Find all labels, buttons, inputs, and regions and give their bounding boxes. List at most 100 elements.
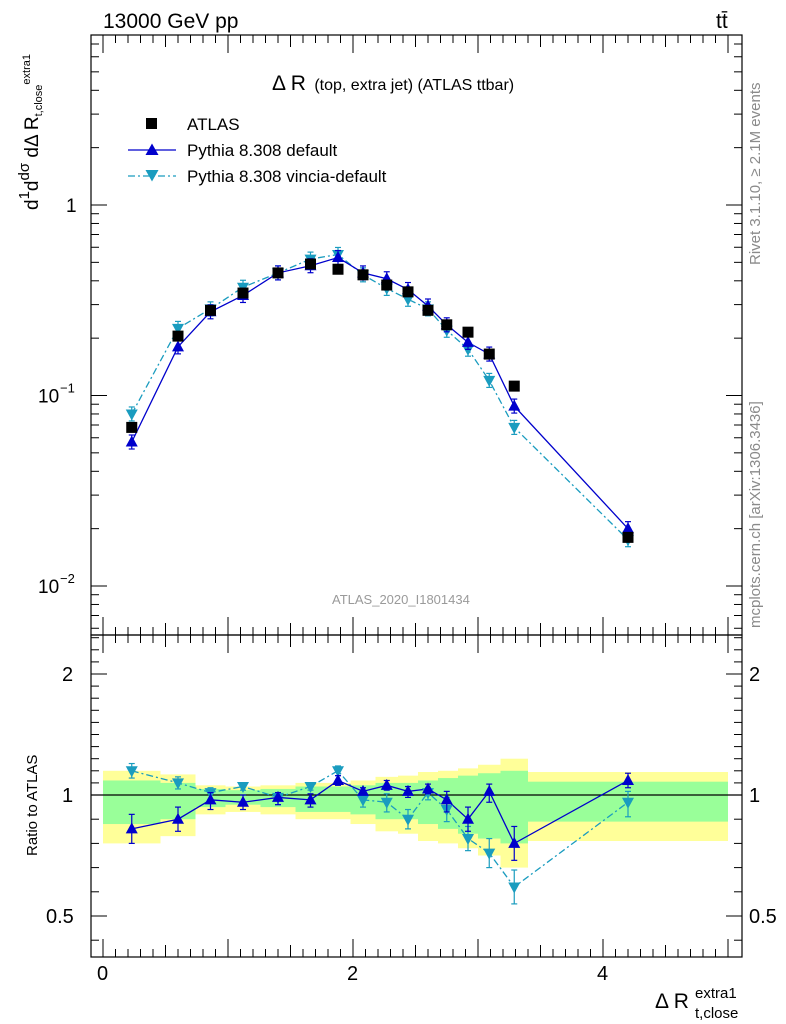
main-default-line: [131, 256, 629, 530]
main-default-point: [332, 251, 344, 263]
ratio-vincia-point: [380, 797, 393, 809]
main-title-sub: (top, extra jet) (ATLAS ttbar): [314, 77, 514, 94]
x-axis-label-main: Δ R: [655, 990, 689, 1013]
ratio-vincia-point: [508, 882, 521, 894]
ratio-xtick-label: 4: [597, 963, 608, 985]
ratio-default-point: [380, 778, 393, 790]
x-axis-label: Δ R: [655, 990, 689, 1013]
x-axis-label-sub: t,close: [695, 1005, 738, 1022]
process-label: tt̄: [716, 10, 728, 33]
ratio-default-point: [357, 784, 369, 796]
main-ylabel-dr: dΔ R: [22, 116, 43, 163]
main-ytick-label: 10: [38, 387, 59, 408]
main-ylabel-d: d: [22, 199, 43, 210]
ratio-band-inner: [478, 773, 501, 839]
main-ylabel: d1ddσ dΔ Rt,closeextra1: [16, 54, 45, 210]
ratio-default-point: [172, 812, 184, 824]
legend-atlas-label: ATLAS: [187, 115, 240, 134]
mcplots-label: mcplots.cern.ch [arXiv:1306.3436]: [747, 401, 764, 628]
ratio-ylabel: Ratio to ATLAS: [24, 755, 41, 856]
ratio-default-point: [304, 793, 317, 805]
rivet-label: Rivet 3.1.10, ≥ 2.1M events: [747, 83, 764, 266]
ratio-band-inner: [398, 782, 418, 820]
main-default-point: [462, 335, 474, 347]
main-vincia-line: [131, 253, 629, 541]
ratio-default-point: [402, 784, 414, 796]
main-atlas-point: [305, 258, 316, 270]
main-title-main: Δ R: [272, 72, 306, 95]
ratio-default-line: [131, 779, 629, 845]
main-atlas-point: [422, 304, 434, 316]
ratio-vincia-point: [304, 782, 317, 794]
ratio-band-inner: [458, 775, 478, 834]
ratio-xtick-label: 2: [347, 963, 358, 985]
main-ylabel-sigma: dσ: [16, 162, 33, 180]
ratio-uncertainty-bands: [103, 758, 728, 868]
main-default-point: [622, 522, 634, 534]
main-ytick-label: 1: [66, 196, 77, 217]
main-atlas-point: [357, 269, 369, 281]
main-default-point: [125, 435, 138, 447]
ratio-vincia-point: [332, 766, 344, 778]
main-ytick-label-exp: −2: [60, 571, 75, 586]
main-ylabel-frac1: 1: [16, 191, 33, 199]
ratio-xtick-label: 0: [97, 963, 108, 985]
ratio-ytick-label: 1: [62, 785, 73, 807]
main-axes: 10 −210 −11: [38, 35, 742, 635]
ratio-default-point: [483, 784, 496, 796]
ratio-vincia-point: [402, 814, 414, 826]
ratio-default-point: [462, 812, 474, 824]
ratio-vincia-point: [622, 797, 634, 809]
legend-vincia-marker: [145, 170, 159, 182]
main-atlas-point: [508, 380, 520, 392]
energy-label: 13000 GeV pp: [103, 10, 238, 33]
ratio-default-point: [237, 795, 249, 807]
legend-default-label: Pythia 8.308 default: [187, 141, 338, 160]
main-title: Δ R (top, extra jet) (ATLAS ttbar): [272, 72, 514, 95]
main-atlas-point: [483, 348, 495, 360]
main-ytick-label: 10: [38, 577, 59, 598]
main-atlas-point: [205, 304, 216, 316]
main-atlas-point: [441, 319, 453, 331]
ratio-default-point: [422, 782, 434, 794]
main-vincia-point: [462, 344, 474, 356]
main-atlas-point: [272, 267, 284, 279]
ratio-series-markers: [125, 762, 634, 905]
ratio-band-inner: [325, 786, 351, 812]
main-atlas-point: [381, 279, 393, 291]
main-ylabel-sub: t,close: [33, 85, 45, 117]
main-vincia-point: [483, 375, 496, 387]
x-axis-label-sup: extra1: [695, 985, 737, 1002]
ratio-default-point: [440, 793, 453, 805]
main-atlas-point: [462, 326, 474, 338]
main-ylabel-d2: d: [22, 181, 43, 192]
main-series-lines: [131, 253, 629, 541]
ratio-vincia-point: [237, 782, 249, 794]
ratio-vincia-point: [483, 848, 496, 860]
main-vincia-point: [402, 294, 414, 306]
ratio-ytick-label: 0.5: [46, 906, 74, 928]
ratio-ytick-label: 2: [62, 664, 73, 686]
ratio-plot-frame: [90, 634, 743, 958]
legend-atlas-marker: [146, 118, 157, 129]
legend: ATLAS Pythia 8.308 default Pythia 8.308 …: [128, 115, 387, 186]
main-vincia-point: [508, 422, 521, 434]
main-atlas-point: [402, 286, 414, 298]
main-atlas-point: [126, 421, 138, 433]
main-atlas-point: [622, 531, 634, 543]
main-vincia-point: [125, 409, 138, 421]
ratio-ytick-label-right: 0.5: [749, 906, 777, 928]
svg-text:d1ddσ dΔ Rt,closeextra1: d1ddσ dΔ Rt,closeextra1: [16, 54, 45, 210]
ratio-vincia-point: [125, 766, 138, 778]
main-default-point: [172, 340, 184, 352]
ratio-default-point: [204, 793, 217, 805]
ratio-vincia-point: [462, 834, 474, 846]
main-atlas-point: [172, 330, 184, 342]
ratio-default-point: [332, 773, 344, 785]
ratio-vincia-point: [357, 795, 369, 807]
main-series-markers: [125, 246, 634, 548]
main-vincia-point: [172, 323, 184, 335]
ratio-default-point: [125, 822, 138, 834]
ratio-default-point: [272, 790, 284, 802]
